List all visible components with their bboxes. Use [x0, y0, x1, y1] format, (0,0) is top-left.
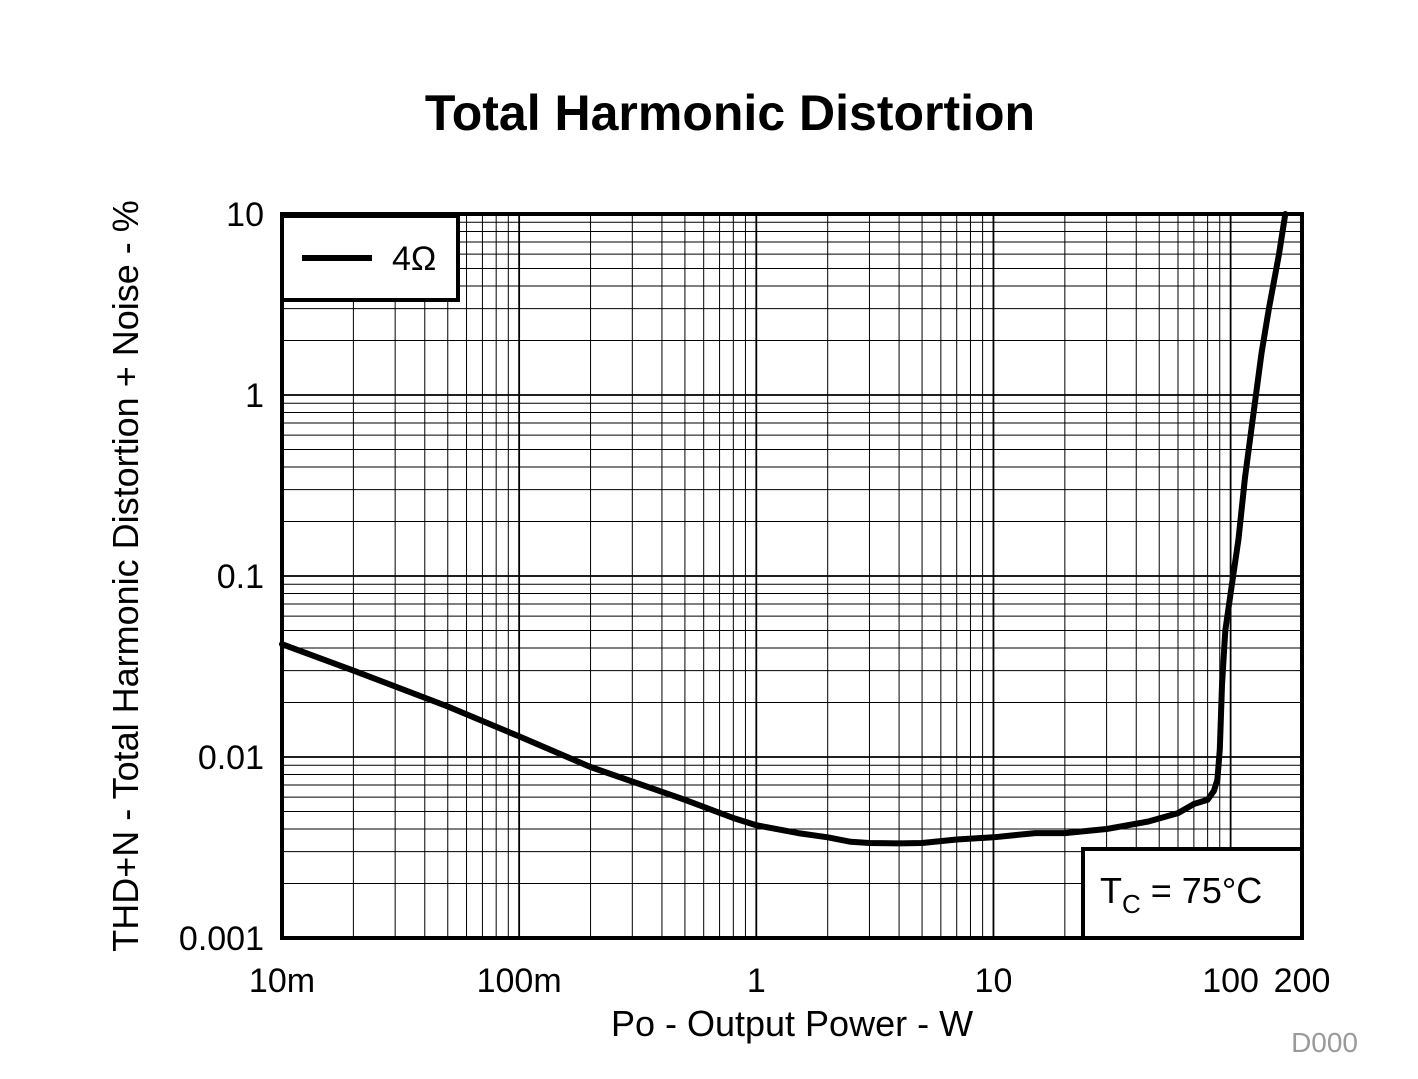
x-tick-label: 100 [1202, 962, 1259, 1000]
y-tick-label: 1 [245, 377, 264, 415]
annotation-text: TC = 75°C [1100, 870, 1262, 919]
x-tick-label: 1 [747, 962, 766, 1000]
x-tick-label: 200 [1274, 962, 1331, 1000]
series-layer [279, 211, 1289, 847]
chart-title: Total Harmonic Distortion [425, 85, 1035, 141]
y-tick-label: 10 [226, 196, 264, 234]
doc-id: D000 [1291, 1027, 1358, 1058]
x-tick-label: 10m [249, 962, 315, 1000]
y-tick-label: 0.01 [198, 739, 264, 777]
x-tick-label: 100m [477, 962, 562, 1000]
annotation-box [1081, 847, 1304, 940]
x-tick-labels: 10m 100m 1 10 100 200 [249, 962, 1330, 1000]
temperature-annotation: TC = 75°C [1081, 847, 1304, 940]
y-tick-label: 0.1 [217, 558, 264, 596]
legend-label: 4Ω [392, 240, 436, 278]
legend: 4Ω [280, 214, 460, 302]
x-axis-title: Po - Output Power - W [611, 1003, 973, 1044]
x-tick-label: 10 [975, 962, 1013, 1000]
y-axis-title: THD+N - Total Harmonic Distortion + Nois… [105, 200, 146, 952]
y-tick-label: 0.001 [179, 920, 264, 958]
y-tick-labels: 0.001 0.01 0.1 1 10 [179, 196, 264, 958]
series-line-4ohm [279, 211, 1289, 847]
plot-frame [280, 212, 1304, 940]
